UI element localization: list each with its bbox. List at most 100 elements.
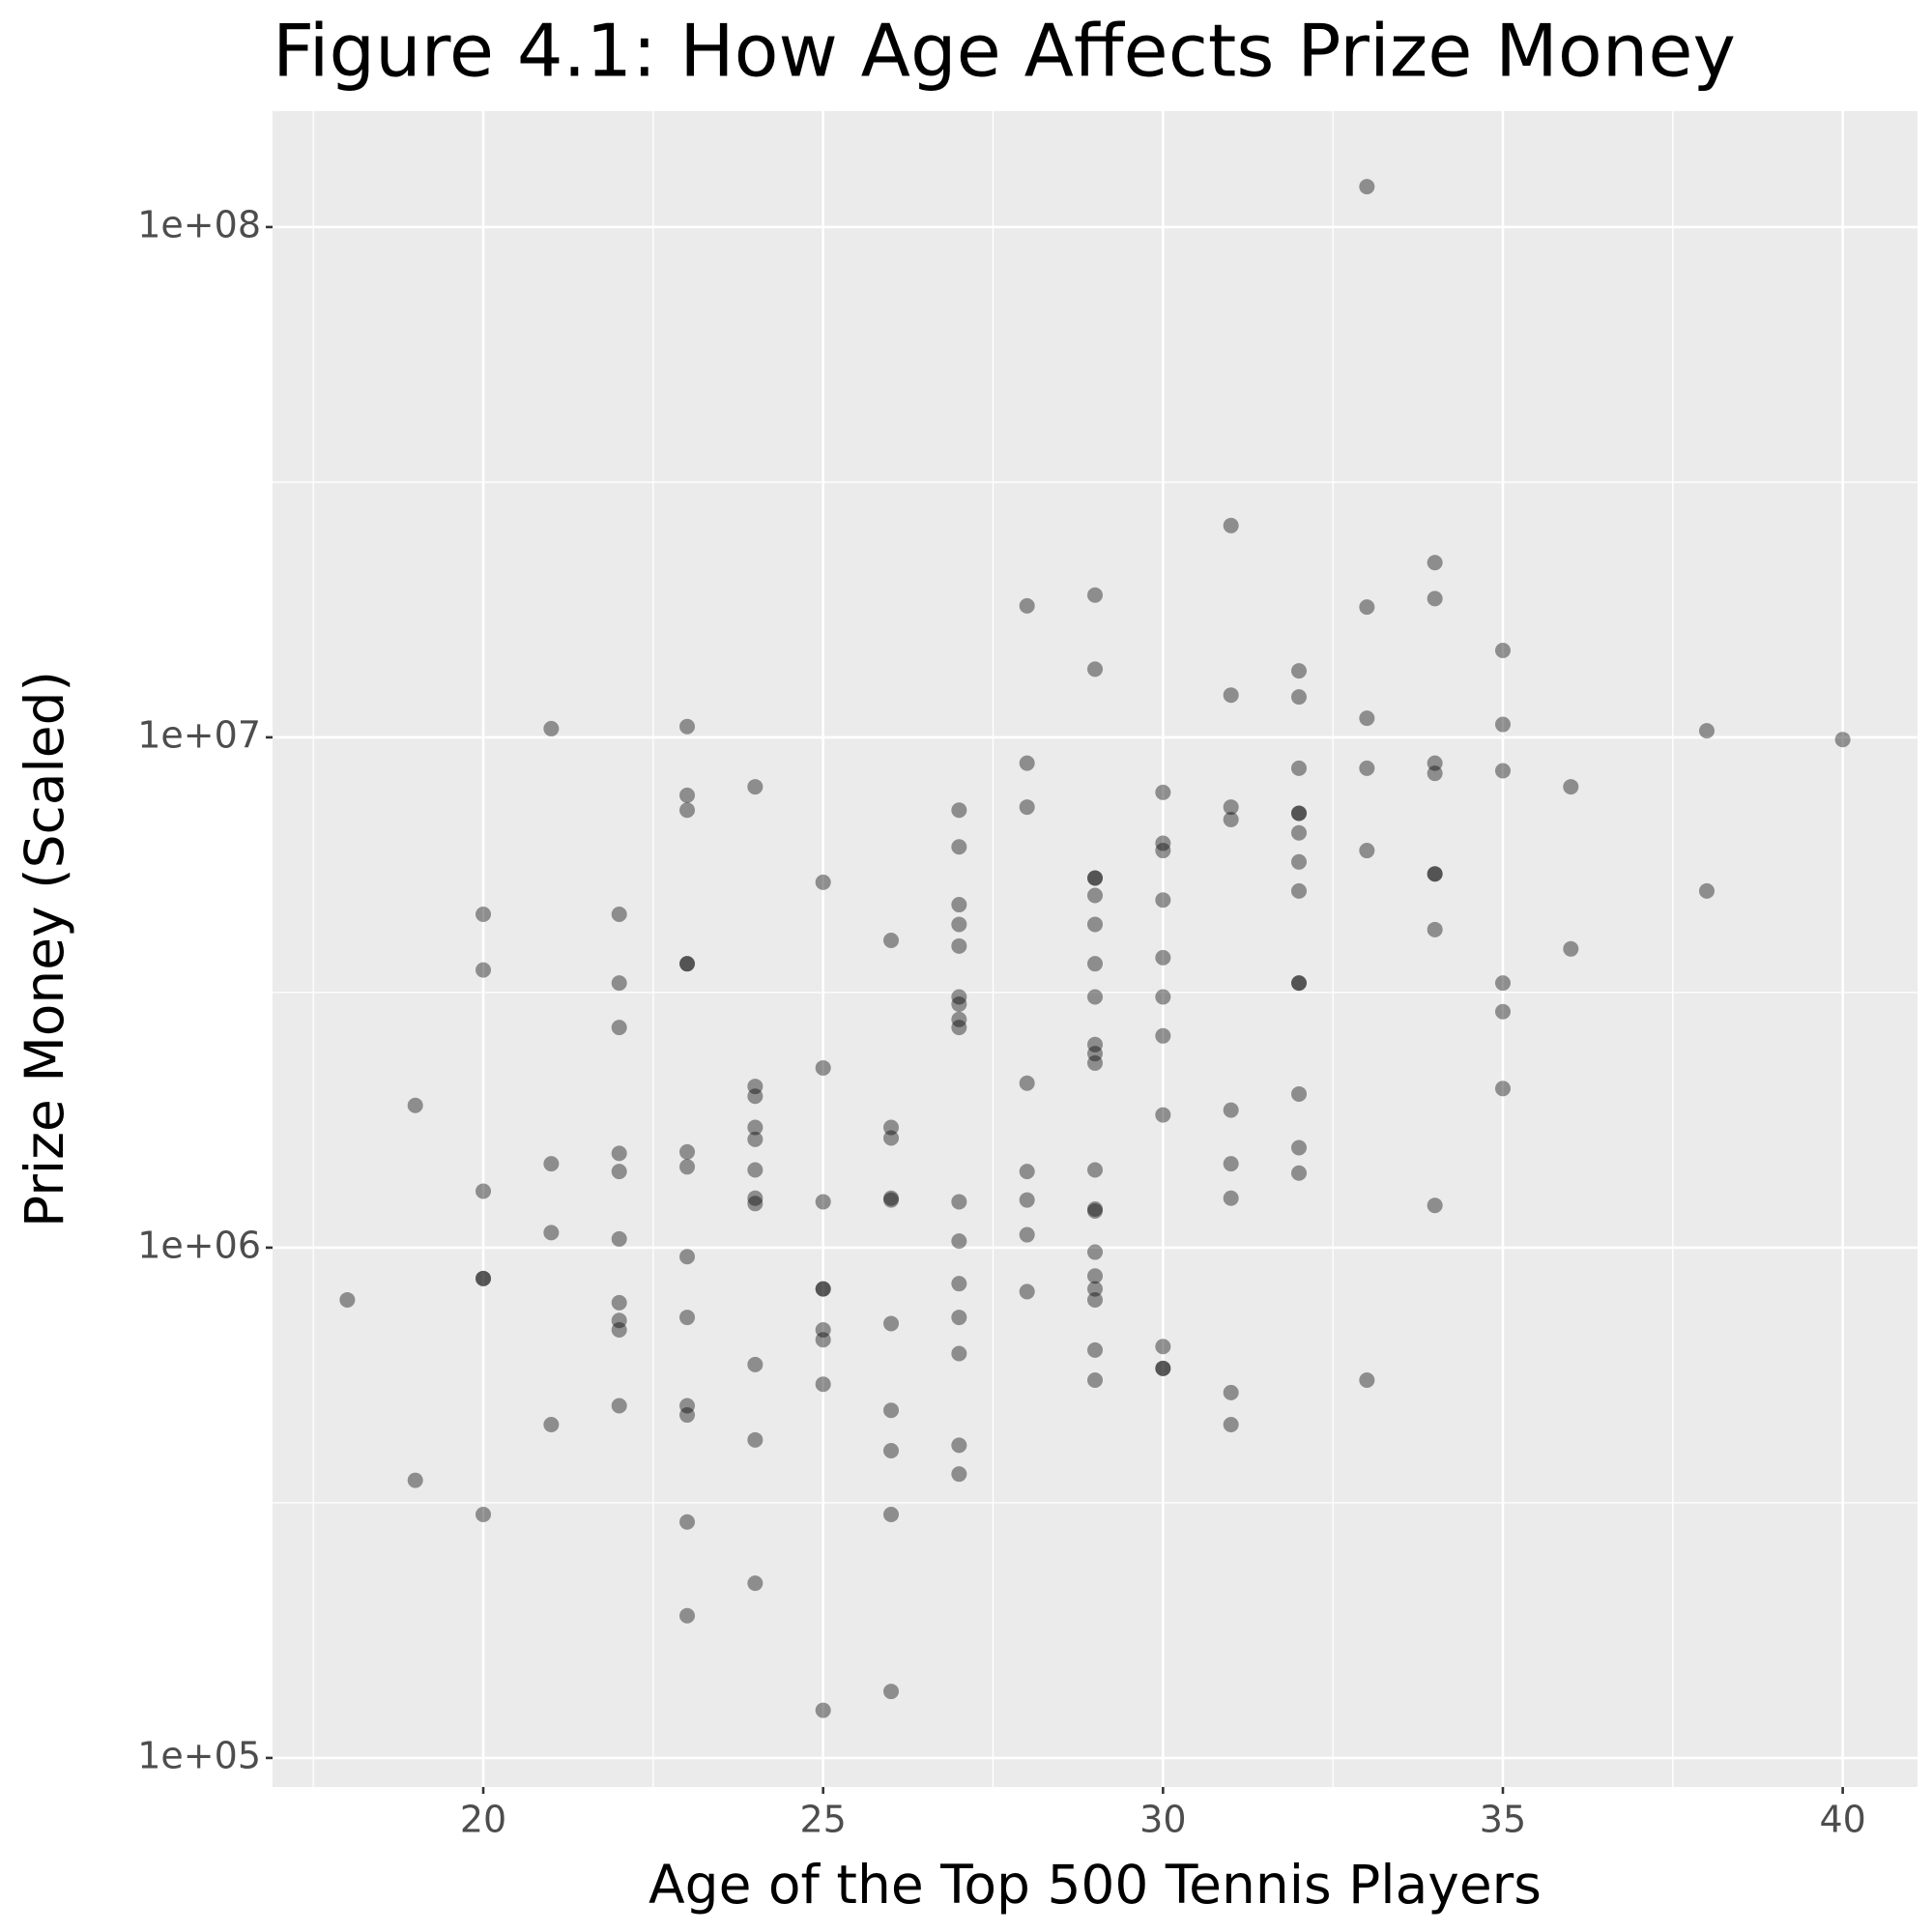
point	[1087, 1202, 1103, 1219]
point	[1427, 591, 1443, 607]
point	[679, 1607, 696, 1624]
point	[951, 897, 967, 913]
point	[815, 874, 831, 890]
point	[1155, 989, 1171, 1005]
point	[1698, 882, 1715, 899]
point	[883, 1402, 900, 1419]
point	[747, 1190, 764, 1206]
point	[951, 1194, 967, 1210]
point	[476, 962, 492, 978]
point	[1834, 732, 1851, 748]
point	[1223, 517, 1239, 533]
point	[883, 1315, 900, 1332]
y-tick-label: 1e+07	[137, 713, 261, 756]
point	[679, 1398, 696, 1414]
point	[1359, 710, 1375, 727]
point	[815, 1281, 831, 1297]
point	[1359, 760, 1375, 776]
point	[611, 1230, 627, 1247]
point	[1087, 870, 1103, 886]
point	[1290, 805, 1307, 822]
point	[883, 1506, 900, 1522]
point	[883, 1192, 900, 1208]
point	[611, 1312, 627, 1329]
point	[679, 1310, 696, 1326]
point	[1427, 555, 1443, 571]
points	[339, 179, 1851, 1718]
point	[543, 1225, 560, 1241]
point	[951, 916, 967, 933]
grid	[273, 111, 1918, 1787]
point	[747, 1196, 764, 1212]
point	[1019, 1164, 1035, 1180]
x-tick-label: 30	[1139, 1799, 1186, 1841]
point	[1019, 597, 1035, 614]
point	[1087, 587, 1103, 603]
point	[476, 907, 492, 923]
point	[543, 1156, 560, 1172]
point	[1290, 882, 1307, 899]
point	[951, 1233, 967, 1250]
point	[747, 1162, 764, 1178]
point	[1494, 716, 1511, 733]
point	[1427, 765, 1443, 782]
point	[951, 1345, 967, 1362]
point	[1290, 824, 1307, 841]
point	[679, 956, 696, 972]
point	[1019, 1283, 1035, 1300]
point	[543, 720, 560, 736]
point	[1563, 779, 1579, 795]
point	[1427, 866, 1443, 882]
point	[1290, 975, 1307, 992]
point	[1494, 1081, 1511, 1097]
point	[611, 1294, 627, 1311]
point	[611, 1398, 627, 1414]
point	[951, 1437, 967, 1454]
point	[747, 1131, 764, 1147]
point	[679, 787, 696, 803]
point	[1155, 1339, 1171, 1355]
point	[951, 1020, 967, 1036]
point	[1087, 1046, 1103, 1062]
point	[1087, 1036, 1103, 1053]
point	[543, 1417, 560, 1433]
point	[1155, 1360, 1171, 1376]
point	[1155, 892, 1171, 908]
point	[1155, 1360, 1171, 1376]
point	[1155, 1107, 1171, 1123]
point	[1087, 1291, 1103, 1308]
point	[476, 1506, 492, 1522]
x-axis-title: Age of the Top 500 Tennis Players	[649, 1854, 1542, 1916]
point	[1087, 916, 1103, 933]
point	[1019, 1192, 1035, 1208]
point	[1223, 1156, 1239, 1172]
point	[1155, 949, 1171, 966]
point	[747, 1356, 764, 1372]
point	[476, 1183, 492, 1199]
point	[1087, 887, 1103, 904]
point	[339, 1291, 356, 1308]
point	[951, 839, 967, 855]
point	[1223, 799, 1239, 816]
point	[1019, 1226, 1035, 1243]
point	[1087, 870, 1103, 886]
x-tick-label: 40	[1819, 1799, 1865, 1841]
point	[1223, 811, 1239, 827]
point	[1087, 1268, 1103, 1284]
point	[1494, 763, 1511, 779]
point	[951, 1466, 967, 1483]
x-tick-label: 25	[799, 1799, 846, 1841]
point	[1019, 799, 1035, 816]
point	[1087, 1244, 1103, 1260]
point	[883, 933, 900, 949]
point	[883, 1190, 900, 1206]
point	[1087, 1054, 1103, 1071]
point	[611, 1321, 627, 1338]
point	[815, 1194, 831, 1210]
point	[679, 718, 696, 735]
point	[1087, 1371, 1103, 1388]
point	[1290, 1085, 1307, 1102]
point	[815, 1702, 831, 1718]
point	[476, 1270, 492, 1286]
point	[407, 1097, 423, 1113]
